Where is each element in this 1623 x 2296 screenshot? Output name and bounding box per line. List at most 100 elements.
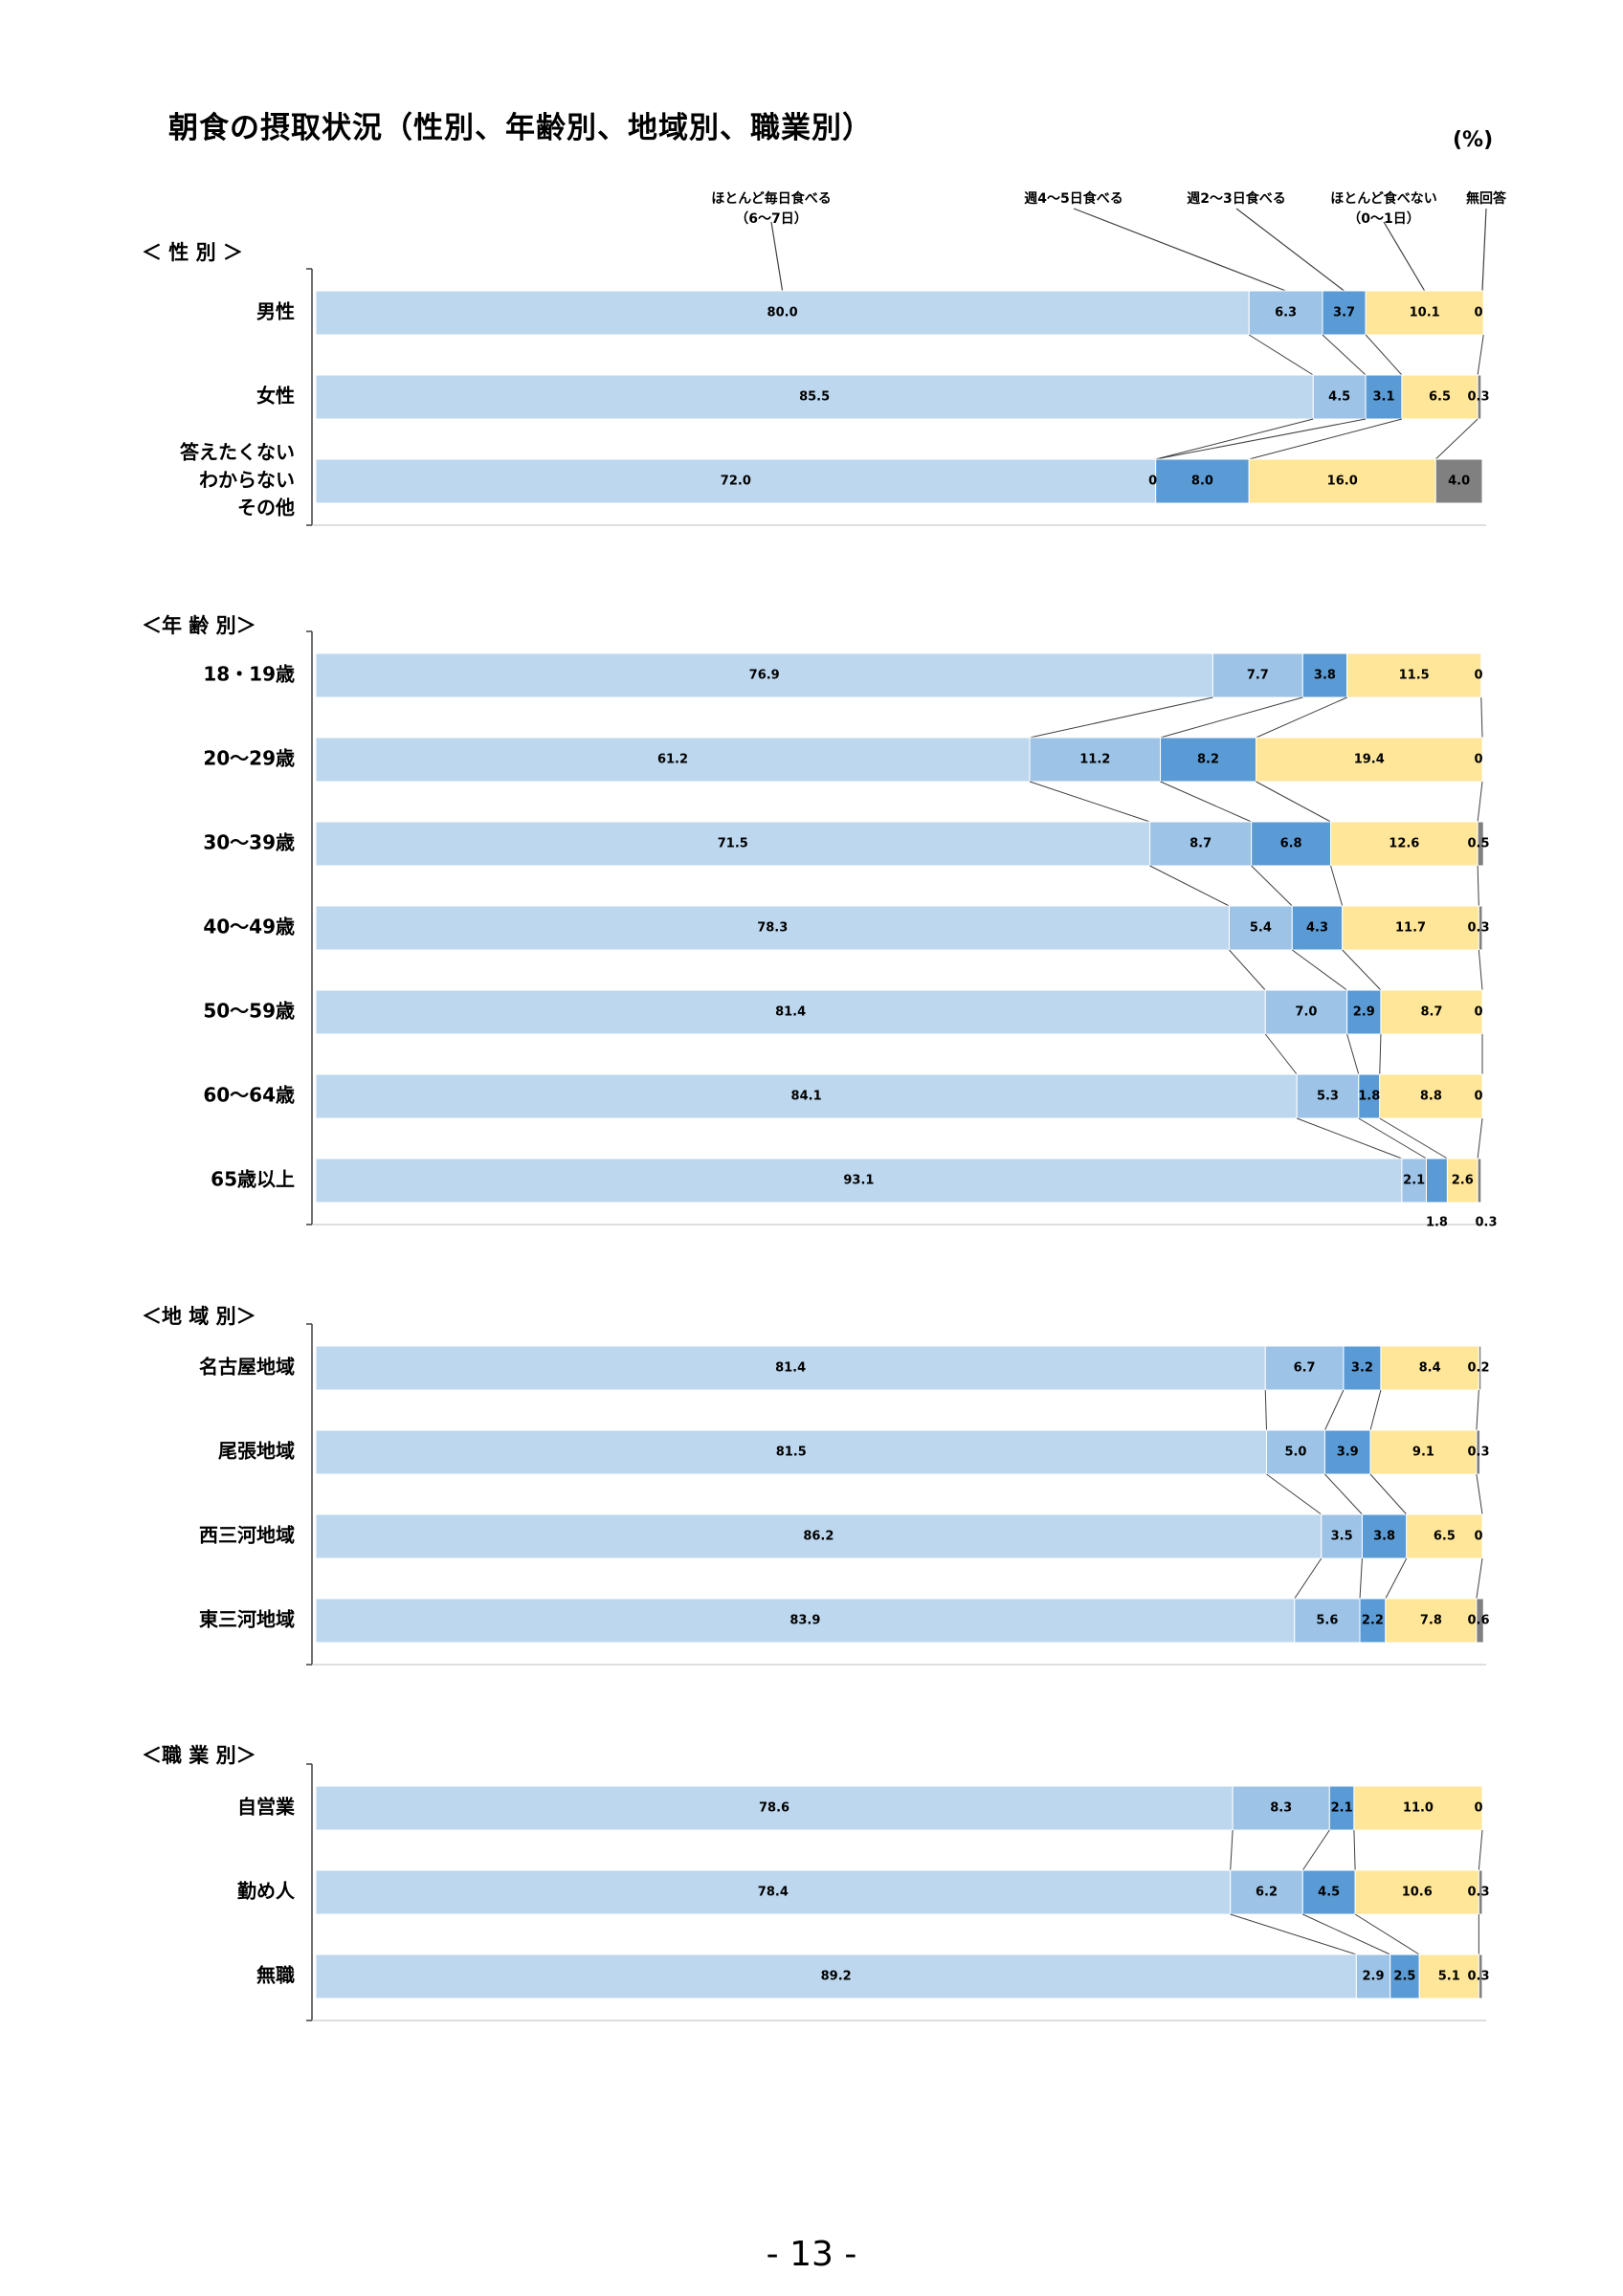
connector-line [1346, 1033, 1360, 1075]
data-label-days_2_3: 4.3 [1306, 921, 1328, 936]
data-label-no_answer: 0.3 [1467, 390, 1489, 405]
bar-segment-every_day [315, 821, 1151, 867]
category-label: 自営業 [237, 1796, 296, 1819]
connector-line [1029, 781, 1150, 823]
bar-segment-every_day [315, 1954, 1357, 1999]
connector-line [1264, 1389, 1267, 1431]
bar-segment-days_4_5 [1265, 1429, 1325, 1475]
connector-line [1256, 781, 1331, 823]
bar-segment-every_day [315, 290, 1250, 336]
bar-segment-days_2_3 [1155, 458, 1250, 504]
connector-line [1342, 949, 1382, 991]
data-label-every_day: 61.2 [657, 753, 688, 767]
data-label-days_2_3: 2.5 [1393, 1970, 1415, 1984]
data-label-rarely: 6.5 [1434, 1530, 1456, 1544]
bar-segment-rarely [1418, 1954, 1479, 1999]
category-label: わからない [199, 469, 295, 492]
connector-line [1478, 949, 1483, 991]
data-label-days_4_5: 4.5 [1328, 390, 1350, 405]
bar-segment-days_2_3 [1301, 1869, 1356, 1915]
data-label-days_4_5: 3.5 [1331, 1530, 1353, 1544]
legend-label-every_day: ほとんど毎日食べる [711, 190, 832, 207]
bar-segment-every_day [315, 1785, 1234, 1831]
category-label: 18・19歳 [203, 663, 295, 686]
data-label-days_2_3: 8.2 [1197, 753, 1219, 767]
section-title: ＜地 域 別＞ [142, 1305, 256, 1328]
data-label-days_4_5: 0 [1148, 475, 1157, 489]
data-label-days_4_5: 5.0 [1284, 1446, 1306, 1460]
bar-segment-no_answer [1476, 1429, 1481, 1475]
unit-label: (%) [1453, 128, 1494, 152]
data-label-every_day: 78.4 [758, 1886, 789, 1900]
bar-segment-rarely [1369, 1429, 1478, 1475]
connector-line [1434, 418, 1478, 460]
data-label-rarely: 10.6 [1402, 1886, 1433, 1900]
connector-line [1369, 1389, 1382, 1431]
connector-line [1294, 1557, 1323, 1600]
bar-segment-every_day [315, 1513, 1323, 1559]
bar-segment-days_2_3 [1365, 374, 1403, 420]
data-label-no_answer: 0 [1474, 669, 1482, 683]
connector-line [1477, 334, 1484, 376]
category-label: 東三河地域 [199, 1608, 295, 1631]
section-title: ＜職 業 別＞ [142, 1744, 256, 1767]
data-label-days_2_3: 3.1 [1372, 390, 1394, 405]
data-label-days_4_5: 7.7 [1247, 669, 1269, 683]
data-label-every_day: 93.1 [843, 1174, 874, 1188]
data-label-every_day: 78.3 [757, 921, 788, 936]
data-label-days_4_5: 7.0 [1295, 1005, 1317, 1020]
data-label-every_day: 76.9 [749, 669, 780, 683]
data-label-rarely: 5.1 [1438, 1970, 1460, 1984]
connector-line [1292, 949, 1347, 991]
connector-line [1385, 1557, 1408, 1600]
connector-line [1354, 1913, 1420, 1955]
connector-line [1248, 334, 1314, 376]
bar-segment-rarely [1248, 458, 1436, 504]
data-label-days_2_3: 3.2 [1351, 1361, 1373, 1376]
bar-segment-days_2_3 [1346, 989, 1382, 1035]
connector-line [1478, 1829, 1483, 1871]
page-number: - 13 - [766, 2235, 857, 2274]
data-label-days_4_5: 8.7 [1189, 837, 1212, 851]
data-label-days_2_3: 1.8 [1426, 1216, 1448, 1230]
bar-segment-days_4_5 [1212, 652, 1303, 698]
data-label-no_answer: 0.3 [1467, 921, 1489, 936]
legend-leader-line [1073, 208, 1286, 292]
data-label-rarely: 11.5 [1399, 669, 1430, 683]
bar-segment-days_4_5 [1321, 1513, 1363, 1559]
category-label: 40〜49歳 [203, 916, 295, 938]
data-label-every_day: 78.6 [759, 1801, 789, 1816]
data-label-rarely: 16.0 [1327, 475, 1358, 489]
bar-segment-every_day [315, 1158, 1403, 1203]
connector-line [1029, 696, 1213, 739]
data-label-days_4_5: 2.9 [1363, 1970, 1385, 1984]
legend-label-every_day: （6〜7日） [735, 211, 807, 227]
bar-segment-rarely [1380, 1345, 1479, 1391]
legend-label-days_4_5: 週4〜5日食べる [1024, 190, 1123, 207]
data-label-days_2_3: 2.1 [1331, 1801, 1353, 1816]
connector-line [1477, 1117, 1483, 1159]
section-title: ＜ 性 別 ＞ [142, 241, 243, 264]
category-label: 60〜64歳 [203, 1084, 295, 1107]
data-label-every_day: 85.5 [799, 390, 830, 405]
data-label-days_2_3: 2.2 [1362, 1614, 1384, 1628]
connector-line [1302, 1913, 1390, 1955]
data-label-every_day: 86.2 [803, 1530, 834, 1544]
bar-segment-every_day [315, 905, 1230, 951]
connector-line [1324, 1473, 1363, 1515]
data-label-every_day: 83.9 [789, 1614, 820, 1628]
data-label-no_answer: 0.3 [1467, 1886, 1489, 1900]
connector-line [1160, 781, 1252, 823]
bar-segment-rarely [1354, 1869, 1479, 1915]
data-label-days_4_5: 11.2 [1079, 753, 1110, 767]
bar-segment-days_4_5 [1355, 1954, 1391, 1999]
connector-line [1323, 1389, 1345, 1431]
bar-segment-no_answer [1477, 1158, 1482, 1203]
data-label-days_4_5: 6.3 [1275, 306, 1297, 320]
connector-line [1155, 418, 1367, 460]
data-label-every_day: 81.5 [776, 1446, 807, 1460]
connector-line [1229, 949, 1266, 991]
connector-line [1266, 1473, 1323, 1515]
bar-segment-every_day [315, 1073, 1298, 1119]
